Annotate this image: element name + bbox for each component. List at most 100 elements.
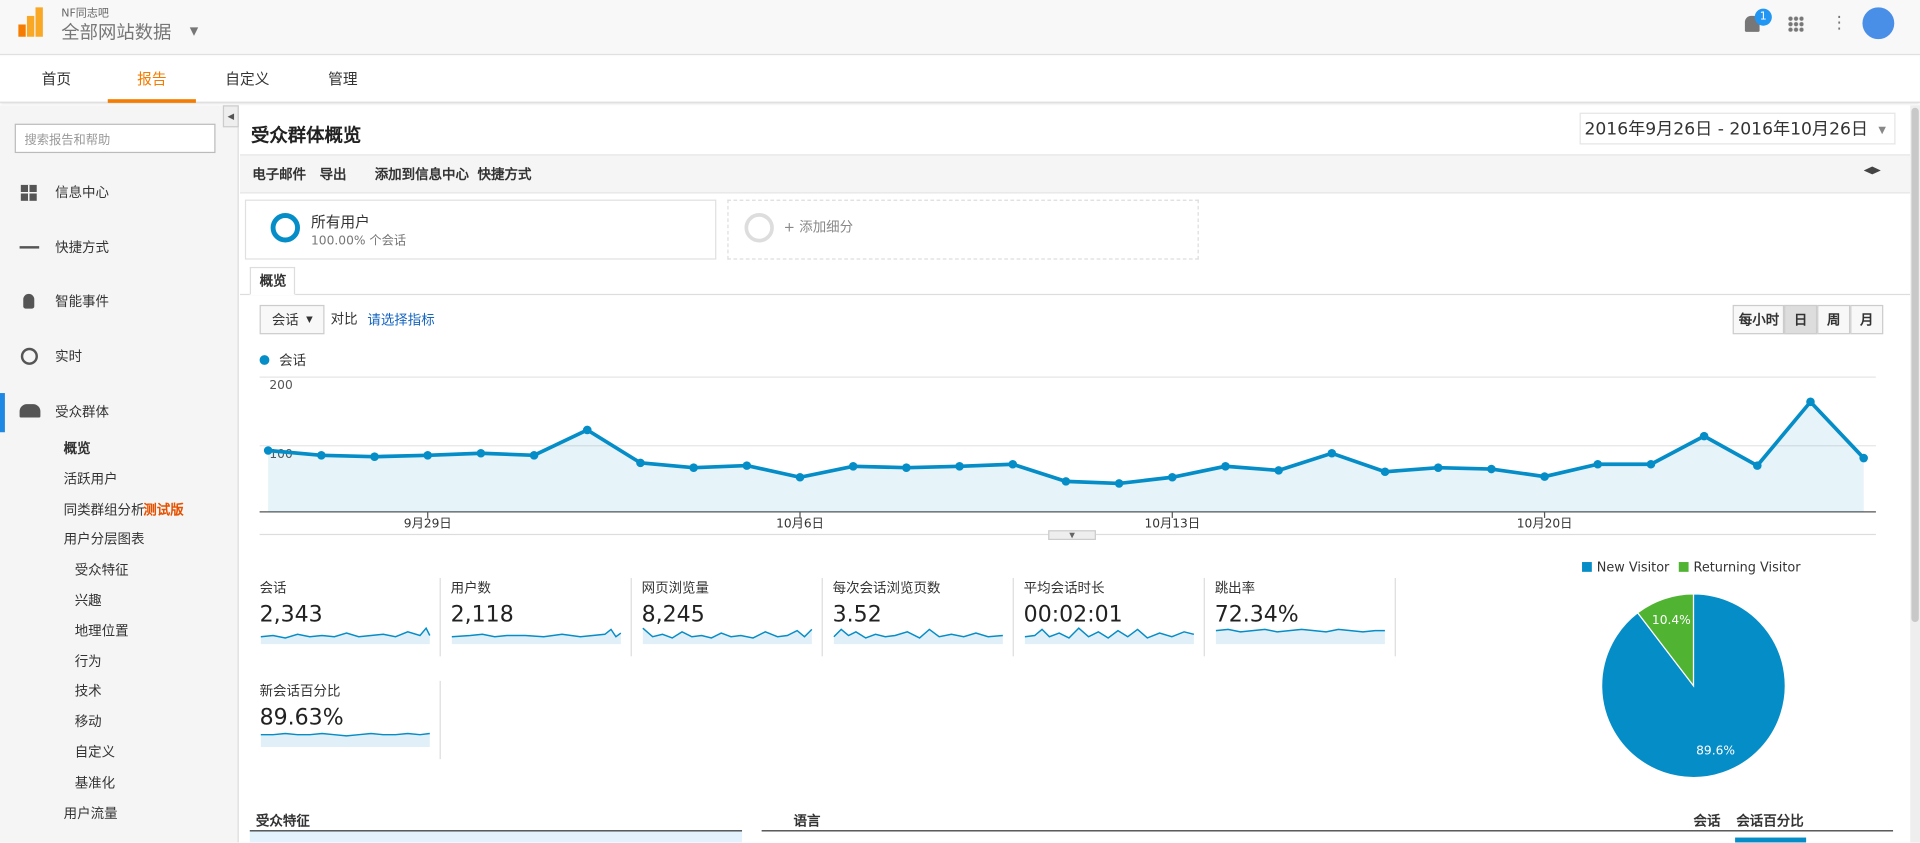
tab-label: 概览 xyxy=(259,273,287,289)
point xyxy=(1806,397,1815,407)
caret: ▼ xyxy=(1878,124,1886,136)
granularity-label: 每小时 xyxy=(1738,312,1780,329)
apps[interactable] xyxy=(1787,15,1804,32)
point xyxy=(795,472,805,482)
search-box[interactable] xyxy=(14,123,216,154)
point xyxy=(1699,431,1709,441)
line xyxy=(267,399,1866,486)
point xyxy=(1487,464,1496,474)
nav-tab[interactable]: 报告 xyxy=(137,70,167,88)
legend-label: Returning Visitor xyxy=(1693,561,1801,576)
more[interactable]: ⋮ xyxy=(1830,13,1848,34)
sidebar-subitem[interactable]: 同类群组分析 xyxy=(63,501,145,518)
metric-label: 平均会话时长 xyxy=(1023,580,1105,597)
granularity-button[interactable] xyxy=(1732,304,1785,335)
add-segment[interactable] xyxy=(727,199,1199,260)
sidebar-subitem[interactable]: 兴趣 xyxy=(74,592,102,609)
table-row[interactable] xyxy=(249,830,743,843)
sidebar-subitem[interactable]: 用户流量 xyxy=(63,805,118,822)
nav xyxy=(0,56,1920,103)
metric-separator xyxy=(1012,577,1014,657)
point xyxy=(689,463,698,472)
sparkline-area xyxy=(451,629,621,645)
x-tick-label: 9月29日 xyxy=(404,517,452,531)
nav-tab[interactable]: 管理 xyxy=(328,70,358,88)
area xyxy=(268,401,1864,512)
compare: 对比 xyxy=(330,311,358,327)
nav-tab[interactable]: 首页 xyxy=(41,70,72,88)
metric-value: 00:02:01 xyxy=(1023,601,1123,628)
granularity-button[interactable] xyxy=(1784,304,1818,335)
sparkline xyxy=(260,626,431,639)
toolbar-item[interactable]: 添加到信息中心 xyxy=(374,166,469,183)
sidebar-subitem[interactable]: 用户分层图表 xyxy=(63,531,145,548)
segment-ring xyxy=(270,213,301,243)
granularity-button[interactable] xyxy=(1850,304,1884,335)
choose-metric[interactable]: 请选择指标 xyxy=(367,312,435,329)
point xyxy=(1593,459,1603,469)
sparkline-area xyxy=(1024,628,1194,645)
chart-handle[interactable]: ▼ xyxy=(1048,530,1096,541)
metric-select[interactable] xyxy=(259,304,325,335)
x-tick-label: 10月13日 xyxy=(1144,517,1200,531)
toolbar-item[interactable]: 电子邮件 xyxy=(252,166,307,183)
table-bar xyxy=(1735,837,1807,843)
metric-separator xyxy=(439,577,441,657)
table-header: 受众特征 xyxy=(255,813,310,829)
sidebar-subitem[interactable]: 基准化 xyxy=(74,774,116,791)
y-tick-label: 200 xyxy=(269,378,292,392)
sidebar-item[interactable]: 受众群体 xyxy=(55,404,109,421)
tab[interactable] xyxy=(249,266,296,296)
icon xyxy=(20,347,38,365)
segment-share: 100.00% 个会话 xyxy=(311,234,407,248)
learn-icon[interactable] xyxy=(1863,166,1881,175)
sidebar-item[interactable]: 实时 xyxy=(55,348,83,365)
point xyxy=(848,462,858,471)
sidebar-item[interactable]: 信息中心 xyxy=(55,184,109,201)
point xyxy=(370,452,379,461)
metric-value: 8,245 xyxy=(641,601,705,628)
table-header: 会话 xyxy=(1693,813,1721,829)
granularity-button[interactable] xyxy=(1817,304,1851,335)
sparkline xyxy=(1215,628,1385,633)
table-header: 语言 xyxy=(793,813,821,829)
y-tick-label: 100 xyxy=(269,447,292,461)
x-tick-label: 10月6日 xyxy=(776,517,824,531)
point xyxy=(1433,463,1443,472)
sparkline-area xyxy=(642,628,812,645)
scroll-thumb[interactable] xyxy=(1911,107,1919,623)
sidebar-subitem[interactable]: 行为 xyxy=(74,653,102,670)
add-segment-label: + 添加细分 xyxy=(783,219,854,236)
view-selector[interactable]: 全部网站数据 xyxy=(61,21,172,44)
sidebar-subitem[interactable]: 受众特征 xyxy=(74,562,129,579)
metric-value: 72.34% xyxy=(1214,601,1299,628)
metric-label: 每次会话浏览页数 xyxy=(832,580,941,597)
segment[interactable] xyxy=(244,199,717,260)
point xyxy=(1380,467,1390,477)
sidebar-subitem[interactable]: 自定义 xyxy=(74,744,116,761)
nav-tab[interactable]: 自定义 xyxy=(225,70,270,88)
date-picker[interactable] xyxy=(1579,112,1896,145)
sidebar-subitem[interactable]: 技术 xyxy=(74,683,102,700)
avatar[interactable] xyxy=(1862,7,1895,40)
point xyxy=(742,461,752,470)
toolbar-item[interactable]: 导出 xyxy=(319,166,347,183)
sidebar-subitem[interactable]: 地理位置 xyxy=(74,623,129,639)
sidebar-subitem[interactable]: 移动 xyxy=(74,714,102,731)
metric-separator xyxy=(821,577,823,657)
legend-dot xyxy=(259,355,270,365)
collapse[interactable]: ◀ xyxy=(222,105,239,128)
sparkline-area xyxy=(260,628,430,645)
sparkline-area xyxy=(1215,629,1385,645)
x-tick-label: 10月20日 xyxy=(1517,517,1573,531)
sidebar-subitem[interactable]: 活跃用户 xyxy=(63,471,118,488)
point xyxy=(1008,459,1018,469)
granularity-label: 日 xyxy=(1793,312,1808,329)
icon xyxy=(19,246,40,249)
sidebar-item[interactable]: 智能事件 xyxy=(55,293,109,310)
metric-value: 2,118 xyxy=(450,601,514,628)
sidebar-item[interactable]: 快捷方式 xyxy=(55,240,109,256)
toolbar-item[interactable]: 快捷方式 xyxy=(477,166,532,183)
sidebar-subitem[interactable]: 概览 xyxy=(63,440,91,457)
